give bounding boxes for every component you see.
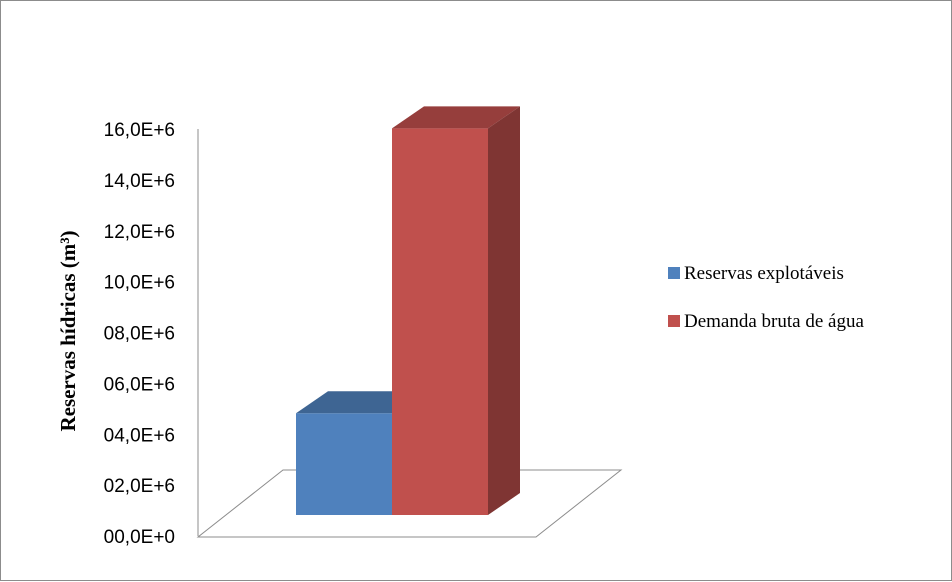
legend-swatch	[668, 315, 680, 327]
legend-label: Reservas explotáveis	[684, 263, 844, 284]
bar-2	[392, 106, 520, 515]
y-tick-label: 04,0E+6	[104, 425, 175, 446]
y-tick-label: 16,0E+6	[104, 120, 175, 141]
y-tick-label: 00,0E+0	[104, 527, 175, 548]
y-tick-label: 12,0E+6	[104, 222, 175, 243]
y-tick-label: 14,0E+6	[104, 171, 175, 192]
legend: Reservas explotáveis Demanda bruta de águ…	[668, 263, 864, 332]
y-axis: 00,0E+0 02,0E+6 04,0E+6 06,0E+6 08,0E+6 10,0E…	[104, 120, 199, 548]
bar-front-face	[296, 413, 392, 515]
bar-1	[296, 391, 424, 515]
legend-label: Demanda bruta de água	[684, 311, 864, 332]
y-tick-label: 02,0E+6	[104, 476, 175, 497]
legend-item: Demanda bruta de água	[668, 311, 864, 332]
y-axis-title: Reservas hídricas (m³)	[56, 230, 80, 431]
bar-top-face	[392, 106, 520, 129]
bar-front-face	[392, 128, 488, 515]
legend-swatch	[668, 267, 680, 279]
bar-series	[296, 106, 520, 515]
y-tick-label: 06,0E+6	[104, 374, 175, 395]
legend-item: Reservas explotáveis	[668, 263, 844, 284]
y-tick-label: 08,0E+6	[104, 324, 175, 345]
bar-side-face	[488, 106, 520, 515]
y-tick-label: 10,0E+6	[104, 273, 175, 294]
